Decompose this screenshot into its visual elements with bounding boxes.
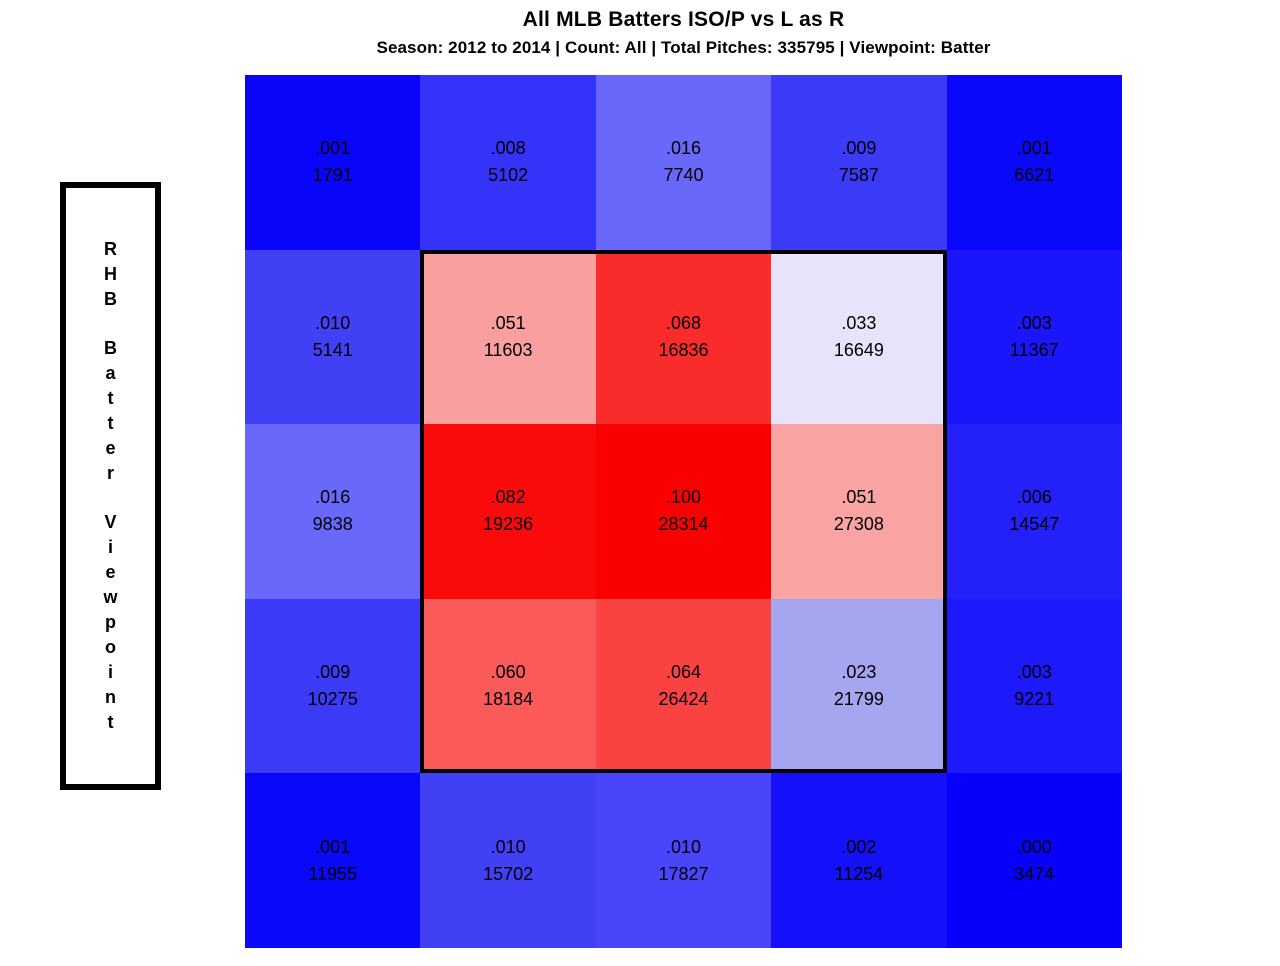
heatmap-cell-r3c4: .051 27308 [771, 424, 947, 599]
cell-pitch-count: 26424 [658, 689, 709, 710]
side-label-letter: e [105, 438, 116, 458]
cell-pitch-count: 16836 [658, 339, 709, 360]
cell-iso-value: .100 [665, 487, 702, 508]
chart-subtitle: Season: 2012 to 2014 | Count: All | Tota… [376, 38, 991, 57]
cell-iso-value: .082 [490, 487, 526, 508]
cell-iso-value: .016 [665, 138, 702, 159]
heatmap-grid: .001 1791 .008 5102 .016 7740 .009 7587 .001 6621… [245, 75, 1122, 948]
cell-pitch-count: 7740 [663, 165, 704, 186]
side-label-letter: t [107, 712, 114, 732]
heatmap-cell-r4c3: .064 26424 [595, 598, 772, 774]
side-label-letter: i [107, 662, 113, 682]
heatmap-cell-r4c2: .060 18184 [420, 598, 596, 774]
heatmap-cell-r2c4: .033 16649 [771, 249, 947, 425]
heatmap-cell-r1c1: .001 1791 [245, 75, 421, 250]
heatmap-cell-r5c4: .002 11254 [771, 773, 947, 948]
cell-iso-value: .009 [315, 662, 351, 683]
chart-title: All MLB Batters ISO/P vs L as R [522, 8, 845, 31]
cell-pitch-count: 14547 [1009, 514, 1060, 535]
cell-iso-value: .002 [841, 836, 877, 857]
cell-pitch-count: 9221 [1014, 689, 1055, 710]
heatmap-cell-r4c1: .009 10275 [245, 598, 421, 774]
cell-pitch-count: 11254 [834, 863, 884, 884]
heatmap-cell-r3c3: .100 28314 [595, 424, 772, 599]
side-label-letter: B [103, 338, 117, 358]
cell-iso-value: .000 [1016, 836, 1052, 857]
heatmap-cell-r1c3: .016 7740 [595, 75, 772, 250]
cell-pitch-count: 6621 [1014, 165, 1055, 186]
cell-pitch-count: 18184 [483, 689, 534, 710]
cell-pitch-count: 9838 [312, 514, 353, 535]
heatmap-cell-r5c5: .000 3474 [946, 773, 1122, 948]
heatmap-cell-r3c1: .016 9838 [245, 424, 421, 599]
cell-iso-value: .060 [490, 662, 526, 683]
side-label-letter: e [105, 562, 116, 582]
heatmap-cell-r2c1: .010 5141 [245, 249, 421, 425]
cell-pitch-count: 21799 [833, 689, 884, 710]
cell-pitch-count: 10275 [307, 689, 358, 710]
side-label-letter: a [105, 363, 116, 383]
cell-iso-value: .010 [315, 312, 351, 333]
cell-pitch-count: 17827 [658, 863, 709, 884]
heatmap-cell-r1c4: .009 7587 [771, 75, 947, 250]
side-label-letter: r [106, 463, 114, 483]
chart-header: All MLB Batters ISO/P vs L as R Season: … [245, 8, 1122, 58]
side-label-letter: p [104, 612, 116, 632]
cell-iso-value: .003 [1016, 662, 1052, 683]
heatmap-cell-r2c3: .068 16836 [595, 249, 772, 425]
heatmap-cell-r3c2: .082 19236 [420, 424, 596, 599]
side-label-letter: t [107, 413, 114, 433]
cell-iso-value: .010 [665, 836, 702, 857]
cell-pitch-count: 7587 [838, 165, 879, 186]
cell-pitch-count: 3474 [1014, 863, 1055, 884]
cell-pitch-count: 5141 [312, 339, 353, 360]
heatmap-cell-r5c2: .010 15702 [420, 773, 596, 948]
cell-iso-value: .064 [665, 662, 702, 683]
cell-iso-value: .023 [841, 662, 877, 683]
side-label-letter: o [104, 637, 116, 657]
cell-pitch-count: 27308 [833, 514, 884, 535]
cell-pitch-count: 11955 [308, 863, 358, 884]
cell-iso-value: .008 [490, 138, 526, 159]
cell-iso-value: .003 [1016, 312, 1052, 333]
cell-pitch-count: 11603 [483, 339, 533, 360]
side-label-letter: w [103, 587, 118, 607]
side-label-letter: B [103, 289, 117, 309]
side-label-letter: t [107, 388, 114, 408]
heatmap-cell-r3c5: .006 14547 [946, 424, 1122, 599]
cell-pitch-count: 16649 [833, 339, 884, 360]
side-label-letter: i [107, 537, 113, 557]
cell-iso-value: .006 [1016, 487, 1052, 508]
cell-iso-value: .009 [841, 138, 877, 159]
cell-iso-value: .051 [841, 487, 877, 508]
heatmap-cell-r5c1: .001 11955 [245, 773, 421, 948]
heatmap-cell-r4c5: .003 9221 [946, 598, 1122, 774]
heatmap-cell-r4c4: .023 21799 [771, 598, 947, 774]
heatmap-cell-r2c5: .003 11367 [946, 249, 1122, 425]
cell-pitch-count: 15702 [483, 863, 534, 884]
heatmap-cell-r1c5: .001 6621 [946, 75, 1122, 250]
heatmap-cell-r1c2: .008 5102 [420, 75, 596, 250]
cell-pitch-count: 1791 [312, 165, 353, 186]
side-label-letter: n [104, 687, 116, 707]
cell-iso-value: .033 [841, 312, 877, 333]
cell-iso-value: .001 [315, 836, 351, 857]
cell-pitch-count: 11367 [1009, 339, 1059, 360]
cell-pitch-count: 19236 [483, 514, 534, 535]
cell-iso-value: .051 [490, 312, 526, 333]
side-label-letter: R [103, 239, 117, 259]
side-label-letter: V [104, 512, 117, 532]
heatmap-cell-r2c2: .051 11603 [420, 249, 596, 425]
cell-iso-value: .010 [490, 836, 526, 857]
heatmap-cell-r5c3: .010 17827 [595, 773, 772, 948]
cell-iso-value: .068 [665, 312, 702, 333]
cell-iso-value: .016 [315, 487, 351, 508]
cell-iso-value: .001 [1016, 138, 1052, 159]
side-label-letter: H [103, 264, 117, 284]
cell-iso-value: .001 [315, 138, 351, 159]
cell-pitch-count: 5102 [488, 165, 529, 186]
cell-pitch-count: 28314 [658, 514, 709, 535]
